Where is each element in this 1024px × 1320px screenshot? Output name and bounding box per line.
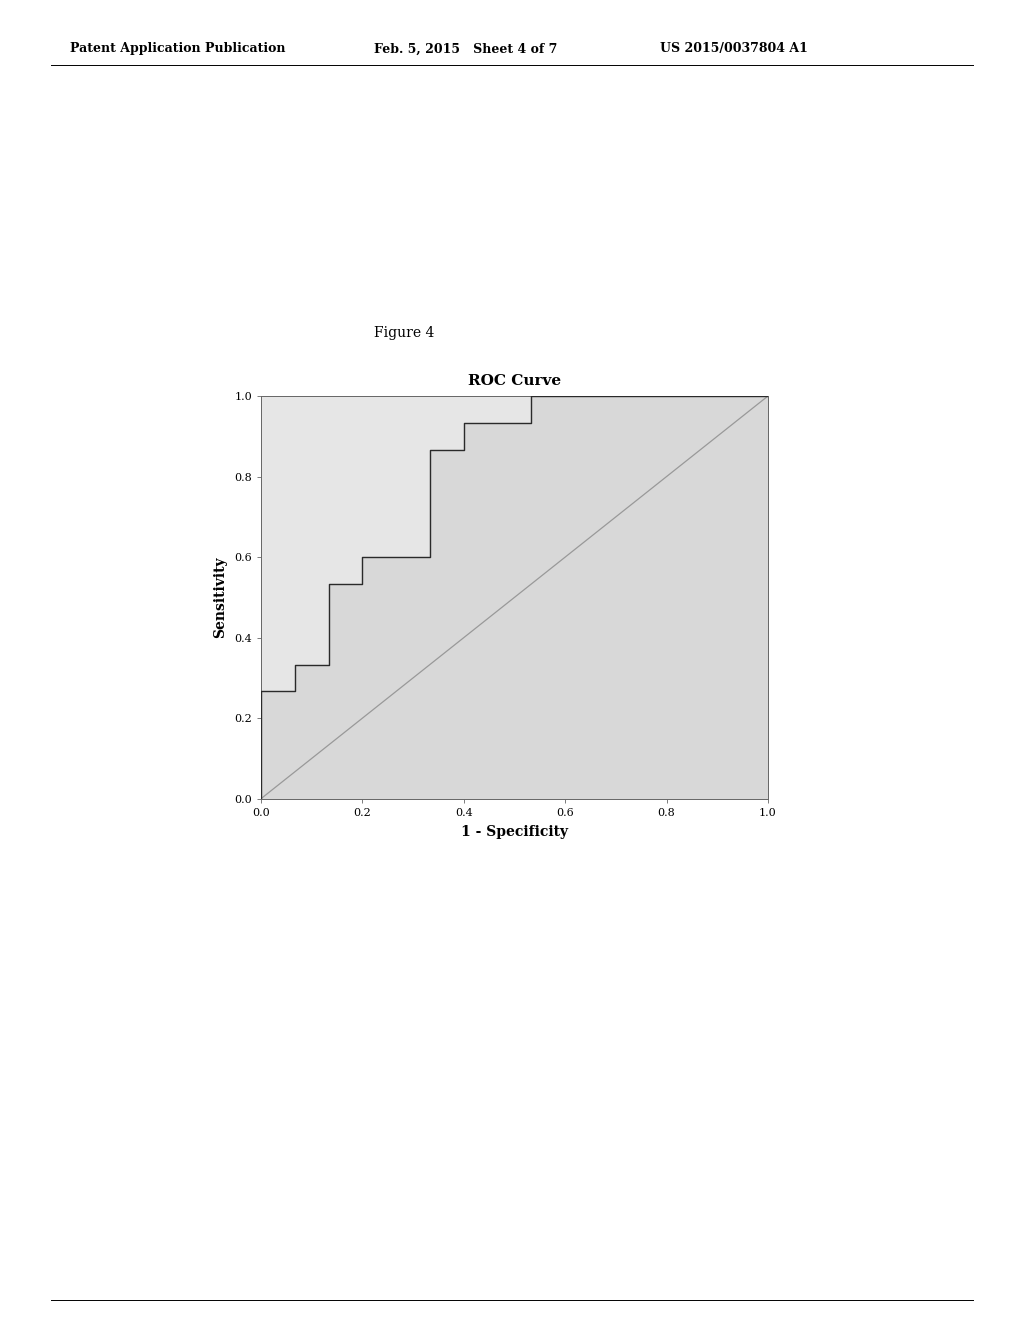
Text: Patent Application Publication: Patent Application Publication xyxy=(70,42,285,55)
Text: US 2015/0037804 A1: US 2015/0037804 A1 xyxy=(660,42,808,55)
Text: Feb. 5, 2015   Sheet 4 of 7: Feb. 5, 2015 Sheet 4 of 7 xyxy=(374,42,557,55)
X-axis label: 1 - Specificity: 1 - Specificity xyxy=(461,825,568,838)
Y-axis label: Sensitivity: Sensitivity xyxy=(213,557,227,638)
Title: ROC Curve: ROC Curve xyxy=(468,374,561,388)
Text: Figure 4: Figure 4 xyxy=(374,326,434,341)
